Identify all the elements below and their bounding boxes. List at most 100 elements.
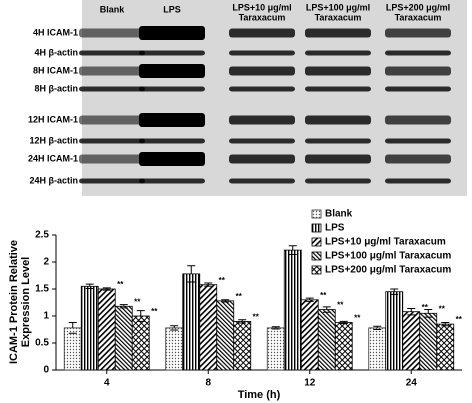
significance-mark: **	[354, 314, 361, 323]
error-bar	[441, 321, 450, 327]
blot-band	[139, 86, 205, 92]
blot-band	[229, 66, 295, 76]
legend-swatch	[311, 237, 322, 247]
lane-label: LPS+10 μg/ml	[232, 2, 291, 12]
blot-band	[79, 86, 145, 92]
lane-label: LPS+200 μg/ml	[386, 2, 450, 12]
error-bar	[305, 297, 314, 302]
blot-band	[79, 178, 145, 184]
lane-label: Taraxacum	[315, 12, 362, 22]
error-bar	[424, 309, 433, 318]
significance-mark: **	[236, 292, 243, 301]
blot-band	[385, 115, 451, 125]
bar	[216, 300, 235, 371]
blot-band	[385, 66, 451, 76]
x-axis-label: Time (h)	[238, 389, 281, 401]
blot-band	[305, 178, 371, 184]
blot-band	[385, 28, 451, 38]
bar	[182, 273, 201, 371]
lane-label: Blank	[100, 4, 126, 14]
legend-swatch	[311, 223, 322, 233]
blot-band	[79, 28, 145, 38]
blot-band	[385, 50, 451, 56]
blot-band	[305, 28, 371, 38]
legend-swatch	[311, 251, 322, 261]
error-bar	[102, 287, 111, 291]
bar	[317, 309, 336, 371]
blot-band	[139, 50, 205, 56]
y-tick-label: 1	[43, 311, 49, 322]
y-tick-label: 2.5	[35, 230, 49, 241]
significance-mark: **	[439, 304, 446, 313]
legend-swatch	[311, 209, 322, 219]
y-tick-label: 0	[43, 365, 49, 376]
significance-mark: **	[337, 301, 344, 310]
blot-band	[305, 50, 371, 56]
bar	[368, 327, 387, 371]
row-label: 4H ICAM-1	[33, 27, 78, 37]
blot-band	[79, 115, 145, 125]
error-bar	[373, 325, 382, 330]
blot-band	[139, 113, 205, 127]
blot-band	[229, 138, 295, 144]
bar	[80, 285, 99, 371]
bar	[266, 327, 285, 371]
row-label: 8H β-actin	[34, 83, 78, 93]
bar-chart: 0 0.5 1 1.5 2 2.5 ICAM-1 Protein Relative Expre…	[8, 209, 463, 401]
x-tick-label: 12	[304, 378, 316, 389]
blot-band	[305, 115, 371, 125]
lane-label: Taraxacum	[239, 12, 286, 22]
error-bar	[339, 320, 348, 325]
blot-band	[385, 138, 451, 144]
bar	[300, 299, 319, 371]
legend-label: Blank	[325, 209, 353, 220]
y-tick-label: 1.5	[35, 284, 49, 295]
blot-band	[79, 138, 145, 144]
lane-label: LPS	[163, 4, 181, 14]
significance-mark: **	[320, 291, 327, 300]
blot-band	[139, 138, 205, 144]
row-label: 12H ICAM-1	[28, 114, 78, 124]
row-label: 24H β-actin	[29, 175, 78, 185]
x-tick-label: 8	[205, 378, 211, 389]
blot-band	[305, 86, 371, 92]
error-bar	[187, 265, 196, 283]
significance-mark: **	[151, 307, 158, 316]
bar	[114, 305, 133, 371]
row-label: 8H ICAM-1	[33, 65, 78, 75]
legend-label: LPS+10 μg/ml Taraxacum	[325, 237, 446, 248]
blot-band	[229, 115, 295, 125]
y-tick-label: 0.5	[35, 338, 49, 349]
blot-band	[79, 66, 145, 76]
blot-band	[305, 138, 371, 144]
error-bar	[407, 307, 416, 316]
blot-band	[229, 178, 295, 184]
significance-mark: **	[134, 297, 141, 306]
significance-mark: **	[422, 303, 429, 312]
bar	[199, 284, 218, 371]
blot-band	[139, 26, 205, 40]
bar	[402, 311, 421, 371]
bar	[334, 322, 353, 371]
significance-mark: **	[456, 315, 463, 324]
y-axis-label: ICAM-1 Protein Relative	[8, 240, 20, 364]
bar	[385, 291, 404, 371]
error-bar	[119, 304, 128, 309]
legend-label: LPS+100 μg/ml Taraxacum	[325, 251, 451, 262]
blot-band	[305, 66, 371, 76]
error-bar	[136, 310, 145, 322]
blot-band	[139, 178, 205, 184]
legend-label: LPS+200 μg/ml Taraxacum	[325, 265, 451, 276]
bar	[63, 327, 82, 371]
legend-swatch	[311, 265, 322, 275]
significance-mark: **	[253, 313, 260, 322]
row-label: 24H ICAM-1	[28, 153, 78, 163]
error-bar	[170, 325, 179, 331]
error-bar	[238, 319, 247, 324]
error-bar	[390, 288, 399, 295]
bar	[97, 288, 116, 371]
error-bar	[322, 306, 331, 313]
error-bar	[85, 283, 94, 289]
